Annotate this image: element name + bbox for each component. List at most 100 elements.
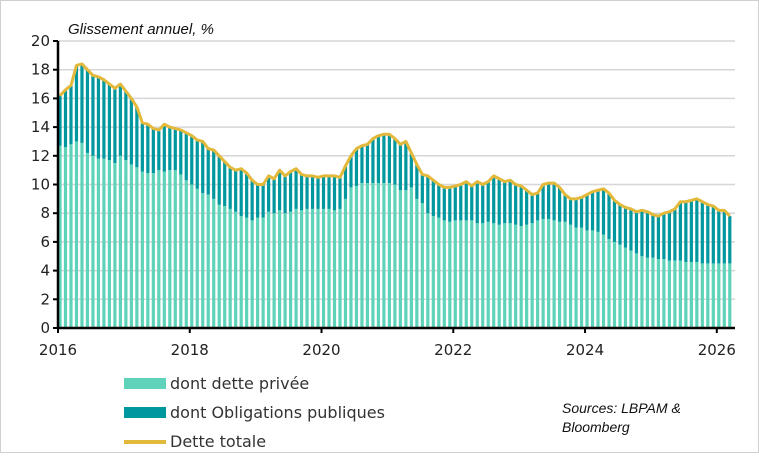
bar-private	[673, 260, 677, 328]
bar-private	[256, 217, 260, 328]
bar-public	[409, 152, 413, 188]
bar-private	[607, 239, 611, 328]
bar-public	[612, 200, 617, 242]
bar-private	[590, 230, 595, 328]
bar-private	[118, 155, 122, 328]
bar-private	[574, 227, 578, 328]
bar-private	[80, 142, 84, 328]
bar-public	[283, 175, 287, 214]
bar-public	[684, 201, 688, 262]
bar-private	[426, 213, 430, 328]
bar-public	[448, 187, 452, 222]
bar-private	[568, 224, 573, 328]
bar-private	[612, 241, 617, 328]
bar-private	[217, 204, 221, 328]
bar-public	[91, 75, 95, 156]
bar-public	[305, 175, 309, 209]
bar-public	[459, 184, 463, 221]
bar-public	[250, 180, 254, 221]
bar-private	[557, 221, 562, 328]
bar-public	[557, 187, 562, 222]
bar-public	[404, 141, 408, 191]
bar-public	[157, 129, 161, 171]
bar-private	[173, 170, 177, 328]
bar-public	[667, 211, 671, 261]
bar-private	[58, 145, 62, 328]
legend-swatch	[124, 439, 166, 444]
bar-public	[288, 171, 293, 212]
bar-private	[387, 183, 391, 328]
bar-public	[563, 194, 567, 222]
bar-public	[206, 148, 210, 195]
bar-public	[294, 168, 298, 209]
bar-private	[689, 261, 693, 328]
legend-swatch	[124, 407, 166, 418]
bar-private	[96, 158, 101, 328]
bar-public	[711, 206, 715, 264]
bar-public	[678, 201, 682, 261]
bar-private	[596, 231, 600, 328]
bar-private	[168, 170, 172, 328]
bar-public	[151, 128, 155, 174]
bar-public	[706, 204, 710, 264]
bar-public	[354, 148, 359, 186]
bar-public	[113, 88, 117, 163]
bar-private	[162, 171, 166, 328]
bar-private	[415, 198, 419, 328]
bar-private	[179, 174, 183, 328]
bar-private	[492, 223, 496, 328]
bar-private	[288, 211, 293, 328]
bar-public	[503, 181, 507, 224]
bar-public	[475, 181, 479, 224]
bar-private	[618, 244, 622, 328]
bar-private	[343, 198, 348, 328]
bar-private	[267, 211, 271, 328]
bar-private	[437, 217, 441, 328]
bar-public	[135, 107, 139, 168]
bar-private	[404, 190, 408, 328]
bar-private	[310, 208, 315, 328]
x-tick-label: 2016	[39, 341, 77, 359]
bar-private	[503, 223, 507, 328]
y-tick-label: 6	[40, 233, 50, 251]
bar-private	[228, 208, 232, 328]
bar-public	[96, 76, 101, 159]
bar-private	[63, 147, 68, 328]
bar-public	[437, 184, 441, 218]
bar-public	[656, 216, 661, 260]
bar-public	[585, 194, 589, 231]
bar-private	[360, 183, 364, 328]
bar-private	[376, 183, 381, 328]
bar-private	[398, 190, 402, 328]
bar-private	[382, 183, 386, 328]
y-tick-label: 20	[31, 32, 50, 50]
bar-private	[338, 208, 342, 328]
legend-label: dont dette privée	[170, 374, 310, 393]
bar-public	[74, 65, 79, 142]
bar-private	[140, 171, 144, 328]
bar-public	[80, 63, 84, 143]
bar-private	[711, 263, 715, 328]
bar-private	[634, 253, 639, 328]
bar-private	[547, 218, 551, 328]
y-tick-label: 8	[40, 204, 50, 222]
bar-public	[645, 211, 650, 258]
x-tick-label: 2022	[434, 341, 472, 359]
bar-public	[536, 193, 540, 221]
bar-private	[365, 183, 370, 328]
bar-public	[420, 174, 424, 204]
bar-private	[409, 187, 413, 328]
bar-private	[442, 220, 446, 328]
bar-private	[316, 208, 320, 328]
bar-public	[541, 184, 545, 219]
y-tick-label: 2	[40, 290, 50, 308]
bar-private	[206, 194, 210, 328]
y-tick-label: 4	[40, 262, 50, 280]
legend-label: dont Obligations publiques	[170, 403, 385, 422]
bar-public	[223, 161, 227, 207]
bar-public	[634, 211, 639, 254]
bar-private	[695, 261, 699, 328]
bar-public	[63, 89, 68, 148]
bar-private	[464, 220, 468, 328]
bar-public	[689, 200, 693, 262]
